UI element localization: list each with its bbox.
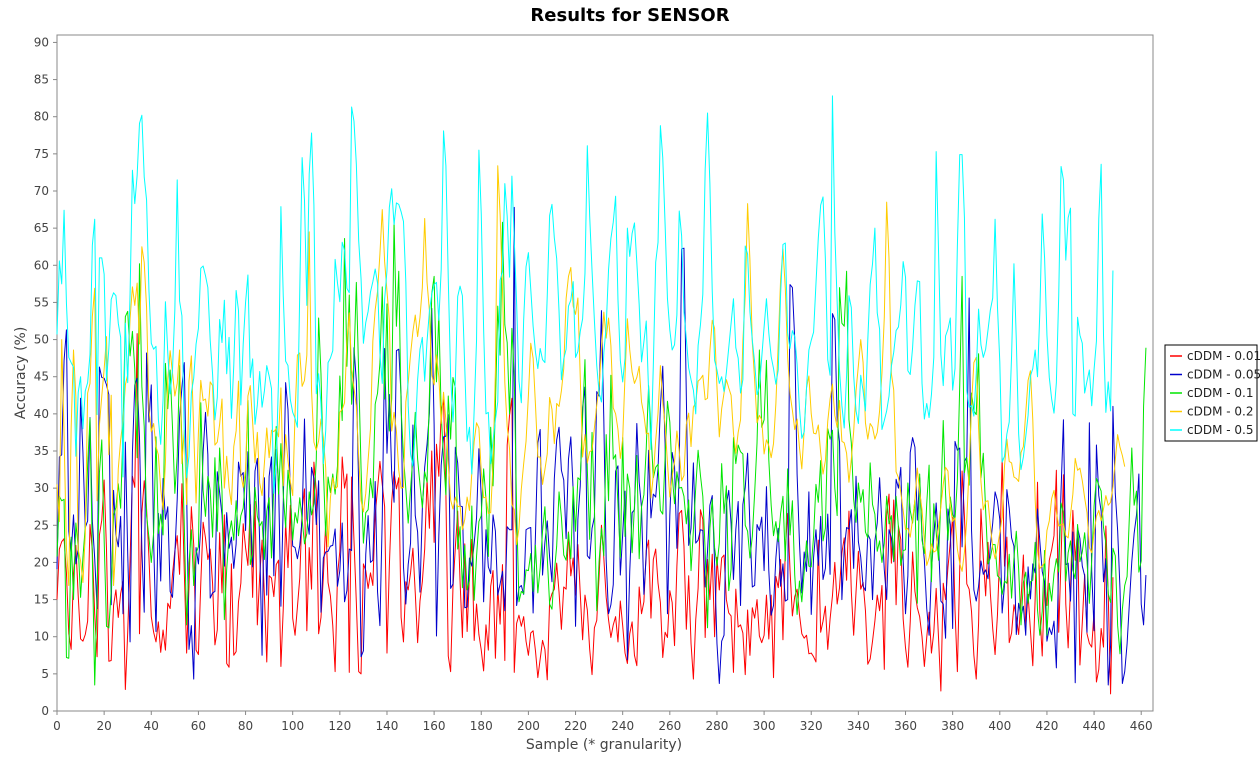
x-tick-label: 220 [564,719,587,733]
y-tick-label: 20 [34,555,49,569]
plot-area [56,34,1154,712]
y-axis: 0 5 10 15 20 25 30 35 40 45 50 55 60 65 70 75 80 85 90 [34,35,57,718]
legend: cDDM - 0.01 cDDM - 0.05 cDDM - 0.1 cDDM - 0… [1164,344,1260,442]
x-tick-label: 340 [847,719,870,733]
series-line-4 [56,95,1114,494]
y-tick-label: 40 [34,407,49,421]
x-tick-label: 140 [376,719,399,733]
y-tick-label: 55 [34,295,49,309]
y-tick-label: 0 [41,704,49,718]
series-layer [56,95,1147,695]
y-tick-label: 85 [34,73,49,87]
x-tick-label: 300 [753,719,776,733]
series-line-0 [56,333,1114,695]
x-axis: 0 20 40 60 80 100 120 140 160 180 200 220 240 260 280 3… [53,711,1153,733]
x-tick-label: 440 [1083,719,1106,733]
chart-title: Results for SENSOR [530,5,729,26]
y-tick-label: 30 [34,481,49,495]
x-tick-label: 160 [423,719,446,733]
x-tick-label: 60 [191,719,206,733]
y-tick-label: 60 [34,258,49,272]
y-tick-label: 50 [34,333,49,347]
y-axis-label: Accuracy (%) [13,327,29,420]
y-tick-label: 65 [34,221,49,235]
legend-label: cDDM - 0.1 [1187,386,1253,400]
y-tick-label: 70 [34,184,49,198]
legend-label: cDDM - 0.01 [1187,349,1260,363]
x-tick-label: 240 [611,719,634,733]
series-line-2 [56,220,1147,686]
x-tick-label: 200 [517,719,540,733]
x-tick-label: 360 [894,719,917,733]
x-tick-label: 400 [988,719,1011,733]
y-tick-label: 10 [34,630,49,644]
y-tick-label: 5 [41,667,49,681]
y-tick-label: 25 [34,518,49,532]
x-tick-label: 460 [1130,719,1153,733]
x-tick-label: 20 [96,719,111,733]
x-tick-label: 80 [238,719,253,733]
y-tick-label: 45 [34,370,49,384]
x-axis-label: Sample (* granularity) [526,737,682,753]
legend-label: cDDM - 0.5 [1187,423,1253,437]
x-tick-label: 280 [706,719,729,733]
y-tick-label: 90 [34,35,49,49]
y-tick-label: 15 [34,593,49,607]
legend-label: cDDM - 0.2 [1187,405,1253,419]
y-tick-label: 35 [34,444,49,458]
series-line-3 [56,165,1126,586]
x-tick-label: 40 [144,719,159,733]
x-tick-label: 380 [941,719,964,733]
x-tick-label: 420 [1035,719,1058,733]
legend-label: cDDM - 0.05 [1187,368,1260,382]
x-tick-label: 180 [470,719,493,733]
y-tick-label: 80 [34,110,49,124]
y-tick-label: 75 [34,147,49,161]
x-tick-label: 260 [658,719,681,733]
x-tick-label: 100 [281,719,304,733]
x-tick-label: 320 [800,719,823,733]
x-tick-label: 120 [328,719,351,733]
x-tick-label: 0 [53,719,61,733]
